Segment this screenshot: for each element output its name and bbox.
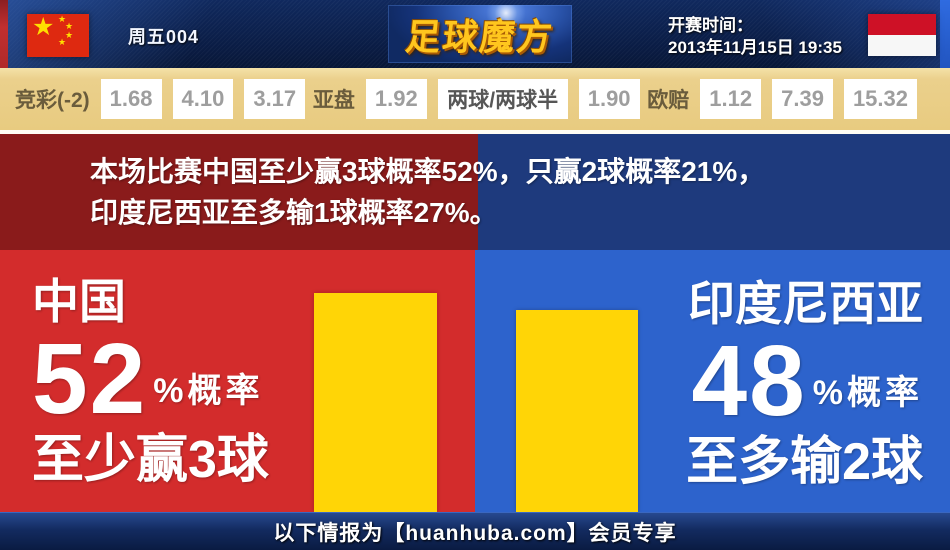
home-probability-bar bbox=[314, 293, 437, 512]
left-red-stripe bbox=[0, 0, 8, 68]
away-percent-row: 48 %概率 bbox=[686, 325, 923, 437]
away-percent-suffix: %概率 bbox=[812, 374, 923, 412]
flag-star-icon: ★ bbox=[58, 37, 67, 47]
china-flag-icon: ★ ★ ★ ★ ★ bbox=[27, 14, 89, 57]
home-team-name: 中国 bbox=[32, 275, 126, 328]
yapan-handicap: 两球/两球半 bbox=[437, 79, 568, 119]
kickoff-time: 2013年11月15日 19:35 bbox=[668, 38, 842, 57]
oupei-label: 欧赔 bbox=[647, 89, 690, 112]
yapan-label: 亚盘 bbox=[312, 89, 355, 112]
oupei-odd-away: 15.32 bbox=[843, 79, 917, 119]
header: ★ ★ ★ ★ ★ 周五004 足球魔方 开赛时间： 2013年11月15日 1… bbox=[0, 0, 950, 68]
away-outcome: 至多输2球 bbox=[686, 433, 923, 491]
kickoff-label: 开赛时间： bbox=[668, 16, 753, 35]
away-probability-bar bbox=[516, 310, 638, 512]
home-percent-value: 52 bbox=[32, 323, 148, 435]
light-flare-icon bbox=[486, 5, 526, 33]
home-percent-row: 52 %概率 bbox=[32, 323, 269, 435]
prediction-banner: 本场比赛中国至少赢3球概率52%，只赢2球概率21%， 印度尼西亚至多输1球概率… bbox=[0, 134, 950, 250]
jingcai-odd-away: 3.17 bbox=[244, 79, 306, 119]
odds-bar: 竞彩(-2) 1.68 4.10 3.17 亚盘 1.92 两球/两球半 1.9… bbox=[0, 68, 950, 130]
prediction-line-1: 本场比赛中国至少赢3球概率52%，只赢2球概率21%， bbox=[90, 156, 766, 187]
indonesia-flag-red bbox=[868, 14, 936, 35]
flag-star-icon: ★ bbox=[32, 14, 55, 41]
odds-group-yapan: 亚盘 1.92 两球/两球半 1.90 bbox=[313, 79, 640, 119]
prediction-line-2: 印度尼西亚至多输1球概率27%。 bbox=[90, 197, 498, 228]
away-team-block: 印度尼西亚 48 %概率 至多输2球 bbox=[686, 280, 923, 488]
footer-text: 以下情报为【huanhuba.com】会员专享 bbox=[273, 521, 677, 545]
flag-star-icon: ★ bbox=[65, 21, 74, 31]
footer-bar: 以下情报为【huanhuba.com】会员专享 bbox=[0, 512, 950, 550]
home-outcome: 至少赢3球 bbox=[32, 431, 269, 489]
yapan-odd-home: 1.92 bbox=[365, 79, 427, 119]
yapan-odd-away: 1.90 bbox=[578, 79, 640, 119]
home-percent-suffix: %概率 bbox=[153, 372, 264, 410]
oupei-odd-draw: 7.39 bbox=[772, 79, 833, 119]
site-logo: 足球魔方 bbox=[388, 5, 572, 63]
flag-star-icon: ★ bbox=[58, 14, 67, 24]
away-team-name: 印度尼西亚 bbox=[688, 277, 923, 330]
odds-group-jingcai: 竞彩(-2) 1.68 4.10 3.17 bbox=[15, 79, 306, 119]
oupei-odd-home: 1.12 bbox=[700, 79, 762, 119]
flag-star-icon: ★ bbox=[65, 30, 74, 40]
jingcai-odd-draw: 4.10 bbox=[172, 79, 234, 119]
probability-panel: 中国 52 %概率 至少赢3球 印度尼西亚 48 %概率 至多输2球 bbox=[0, 250, 950, 512]
indonesia-flag-white bbox=[868, 35, 936, 56]
indonesia-flag-icon bbox=[868, 14, 936, 56]
odds-group-oupei: 欧赔 1.12 7.39 15.32 bbox=[647, 79, 917, 119]
jingcai-label: 竞彩(-2) bbox=[15, 89, 90, 112]
kickoff-info: 开赛时间： 2013年11月15日 19:35 bbox=[668, 15, 842, 59]
match-code: 周五004 bbox=[128, 27, 200, 47]
right-blue-stripe bbox=[940, 0, 950, 68]
jingcai-odd-home: 1.68 bbox=[100, 79, 162, 119]
divider-line bbox=[0, 130, 950, 134]
home-team-block: 中国 52 %概率 至少赢3球 bbox=[32, 278, 269, 486]
away-percent-value: 48 bbox=[691, 325, 807, 437]
site-logo-text: 足球魔方 bbox=[403, 16, 556, 58]
